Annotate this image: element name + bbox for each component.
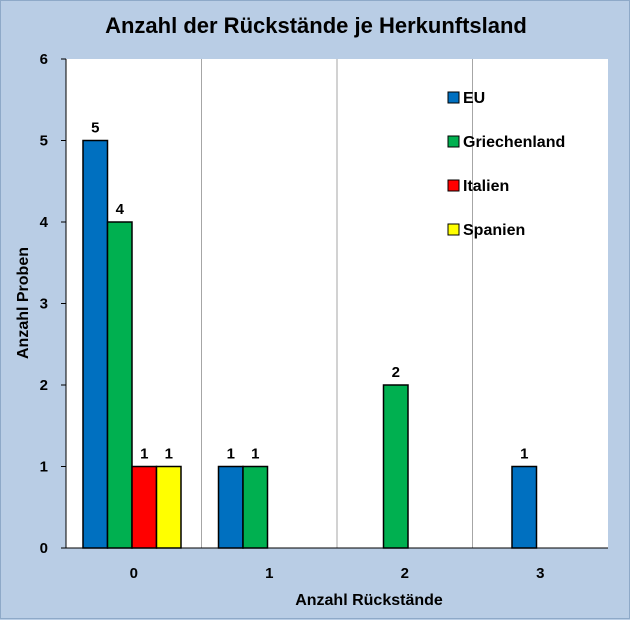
legend: EU Griechenland Italien Spanien: [447, 90, 565, 239]
data-label: 1: [165, 446, 173, 463]
y-axis-title: Anzahl Proben: [15, 247, 32, 359]
x-tick-labels: 0 1 2 3: [130, 565, 545, 582]
legend-swatch-spanien: [447, 223, 460, 236]
bars: [82, 139, 538, 549]
legend-label-eu: EU: [463, 90, 485, 107]
bar-eu-1: [217, 465, 244, 549]
legend-label-italien: Italien: [463, 178, 509, 195]
data-label: 2: [392, 364, 400, 381]
bar-eu-0: [82, 139, 109, 549]
y-tick-label: 5: [40, 133, 48, 150]
bar-griechenland-2: [382, 384, 409, 549]
data-labels: 541 1 1 121: [91, 120, 528, 463]
data-label: 5: [91, 120, 99, 137]
x-tick-label: 1: [265, 565, 273, 582]
data-label: 4: [116, 201, 125, 218]
legend-label-griechenland: Griechenland: [463, 134, 565, 151]
x-tick-label: 0: [130, 565, 138, 582]
bar-spanien-0: [155, 465, 182, 549]
x-tick-label: 3: [536, 565, 544, 582]
chart-title: Anzahl der Rückstände je Herkunftsland: [105, 13, 527, 38]
y-tick-label: 4: [40, 214, 49, 231]
bar-italien-0: [131, 465, 158, 549]
data-label: 1: [520, 446, 528, 463]
y-tick-label: 6: [40, 51, 48, 68]
legend-swatch-italien: [447, 179, 460, 192]
legend-swatch-griechenland: [447, 135, 460, 148]
data-label: 1: [227, 446, 235, 463]
legend-label-spanien: Spanien: [463, 222, 525, 239]
x-tick-label: 2: [401, 565, 409, 582]
data-label: 1: [140, 446, 148, 463]
grid-lines: [201, 59, 473, 548]
bar-eu-3: [511, 465, 538, 549]
y-tick-label: 1: [40, 459, 48, 476]
legend-swatch-eu: [447, 91, 460, 104]
x-axis-title: Anzahl Rückstände: [295, 592, 443, 609]
y-tick-label: 3: [40, 296, 48, 313]
bar-griechenland-0: [106, 221, 133, 549]
y-tick-labels: 0 1 2 3 4 5 6: [40, 51, 49, 557]
bar-griechenland-1: [242, 465, 269, 549]
y-tick-label: 2: [40, 377, 48, 394]
y-tick-label: 0: [40, 540, 48, 557]
data-label: 1: [251, 446, 259, 463]
